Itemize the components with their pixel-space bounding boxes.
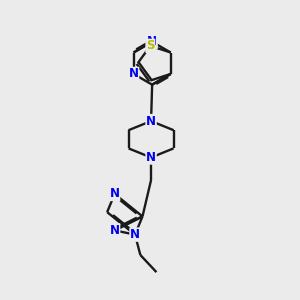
Text: S: S [146, 39, 154, 52]
Text: N: N [130, 228, 140, 241]
Text: N: N [110, 188, 120, 200]
Text: N: N [129, 68, 139, 80]
Text: N: N [146, 151, 156, 164]
Text: N: N [147, 35, 157, 48]
Text: N: N [146, 115, 156, 128]
Text: N: N [110, 224, 120, 237]
